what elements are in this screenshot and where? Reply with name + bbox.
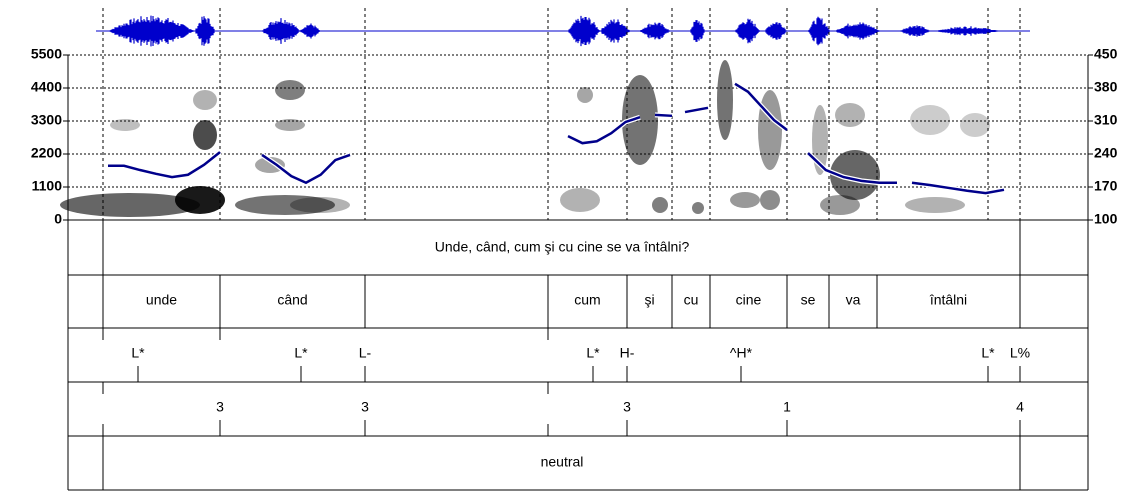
waveform: [600, 19, 630, 43]
word-label: se: [801, 292, 816, 308]
spectrogram-blob: [175, 186, 225, 214]
tick-label: 380: [1094, 79, 1118, 95]
spectrogram-blob: [560, 188, 600, 212]
break-label: 4: [1016, 399, 1024, 415]
spectrogram-blob: [820, 195, 860, 215]
tone-label: L*: [131, 345, 145, 361]
tick-label: 310: [1094, 112, 1118, 128]
tone-label: L*: [294, 345, 308, 361]
waveform: [935, 26, 1000, 36]
spectrogram-blob: [652, 197, 668, 213]
tick-label: 4400: [31, 79, 62, 95]
spectrogram-blob: [275, 119, 305, 131]
tone-label: L-: [359, 345, 372, 361]
tick-label: 240: [1094, 145, 1118, 161]
waveform: [300, 23, 320, 39]
pitch-contour: [734, 82, 788, 131]
waveform: [765, 22, 787, 40]
waveform: [735, 18, 760, 44]
waveform: [640, 22, 670, 40]
spectrogram-blob: [758, 90, 782, 170]
spectrogram-blob: [60, 193, 200, 217]
pitch-contour: [261, 153, 351, 185]
break-label: 3: [361, 399, 369, 415]
spectrogram-blob: [830, 150, 880, 200]
waveform: [900, 25, 930, 37]
spectrogram-blob: [760, 190, 780, 210]
waveform: [262, 18, 300, 44]
waveform: [195, 16, 215, 46]
spectrogram-blob: [255, 157, 285, 173]
pitch-contour: [654, 113, 673, 118]
spectrogram-blob: [290, 197, 350, 213]
spectrogram-blob: [193, 90, 217, 110]
word-label: şi: [644, 292, 654, 308]
tick-label: 170: [1094, 178, 1118, 194]
tick-label: 5500: [31, 46, 62, 62]
word-label: cu: [684, 292, 699, 308]
spectrogram-blob: [717, 60, 733, 140]
spectrogram-blob: [577, 87, 593, 103]
pitch-contour: [911, 181, 1005, 195]
spectrogram-blob: [730, 192, 760, 208]
waveform: [568, 15, 600, 47]
mode-label: neutral: [541, 454, 584, 470]
break-label: 3: [216, 399, 224, 415]
pitch-contour: [807, 152, 897, 185]
axis: 0 1100 2200 3300 4400 5500 100 170 240 310 380 450: [31, 46, 1118, 227]
tone-label: ^H*: [730, 345, 753, 361]
tick-label: 0: [54, 211, 62, 227]
spectrogram-blob: [910, 105, 950, 135]
spectrogram-blob: [835, 103, 865, 127]
word-label: când: [277, 292, 307, 308]
spectrogram-blob: [905, 197, 965, 213]
word-label: întâlni: [929, 292, 967, 308]
tick-label: 1100: [32, 178, 63, 194]
pitch-contour: [108, 151, 221, 179]
waveform: [835, 22, 880, 40]
tick-label: 100: [1094, 211, 1118, 227]
word-label: cine: [736, 292, 762, 308]
tone-label: H-: [620, 345, 635, 361]
waveform: [108, 15, 195, 47]
tick-label: 2200: [31, 145, 62, 161]
waveform: [690, 20, 705, 42]
tone-label: L*: [981, 345, 995, 361]
break-label: 3: [623, 399, 631, 415]
tone-label: L*: [586, 345, 600, 361]
spectrogram-blob: [960, 113, 990, 137]
word-label: unde: [146, 292, 177, 308]
break-label: 1: [783, 399, 791, 415]
word-label: va: [846, 292, 861, 308]
spectrogram-blob: [692, 202, 704, 214]
spectrogram-blob: [235, 195, 335, 215]
pitch-contour: [684, 106, 709, 114]
tick-label: 450: [1094, 46, 1118, 62]
spectrogram-blob: [622, 75, 658, 165]
spectrogram-blob: [275, 80, 305, 100]
tone-label: L%: [1010, 345, 1030, 361]
spectrogram-blob: [110, 119, 140, 131]
waveform: [808, 16, 830, 46]
sentence-label: Unde, când, cum şi cu cine se va întâlni…: [435, 239, 690, 255]
word-label: cum: [574, 292, 600, 308]
tick-label: 3300: [31, 112, 62, 128]
spectrogram-blob: [193, 120, 217, 150]
pitch-contour: [567, 116, 641, 145]
